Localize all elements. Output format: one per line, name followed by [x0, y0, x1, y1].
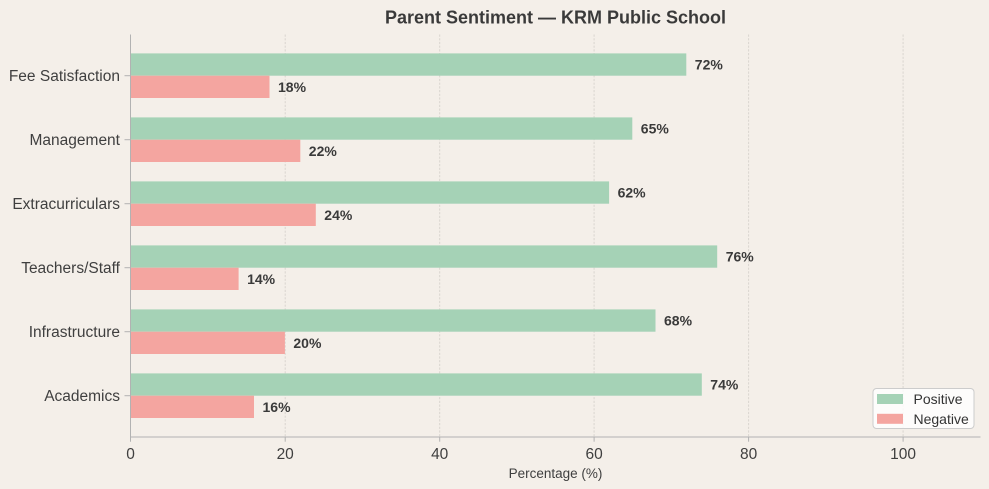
svg-text:68%: 68% [664, 313, 693, 329]
svg-text:14%: 14% [247, 271, 276, 287]
svg-text:Infrastructure: Infrastructure [29, 324, 120, 341]
svg-text:Extracurriculars: Extracurriculars [12, 196, 120, 213]
svg-text:Fee Satisfaction: Fee Satisfaction [9, 68, 120, 85]
svg-text:40: 40 [431, 446, 449, 463]
svg-text:Management: Management [30, 132, 121, 149]
svg-text:Academics: Academics [44, 388, 120, 405]
svg-text:20: 20 [277, 446, 295, 463]
svg-text:Negative: Negative [914, 411, 969, 427]
svg-text:18%: 18% [278, 79, 307, 95]
svg-text:0: 0 [126, 446, 135, 463]
svg-text:80: 80 [740, 446, 758, 463]
svg-text:22%: 22% [309, 143, 338, 159]
svg-text:60: 60 [585, 446, 603, 463]
svg-text:72%: 72% [695, 57, 724, 73]
svg-text:Positive: Positive [914, 391, 963, 407]
svg-text:20%: 20% [293, 335, 322, 351]
svg-text:76%: 76% [726, 249, 755, 265]
svg-text:Parent Sentiment — KRM Public: Parent Sentiment — KRM Public School [385, 8, 726, 28]
svg-text:62%: 62% [618, 185, 647, 201]
svg-text:65%: 65% [641, 121, 670, 137]
svg-text:16%: 16% [263, 399, 292, 415]
svg-text:74%: 74% [710, 377, 739, 393]
svg-text:Teachers/Staff: Teachers/Staff [21, 260, 120, 277]
svg-text:24%: 24% [324, 207, 353, 223]
svg-text:100: 100 [890, 446, 916, 463]
svg-text:Percentage (%): Percentage (%) [509, 466, 603, 481]
